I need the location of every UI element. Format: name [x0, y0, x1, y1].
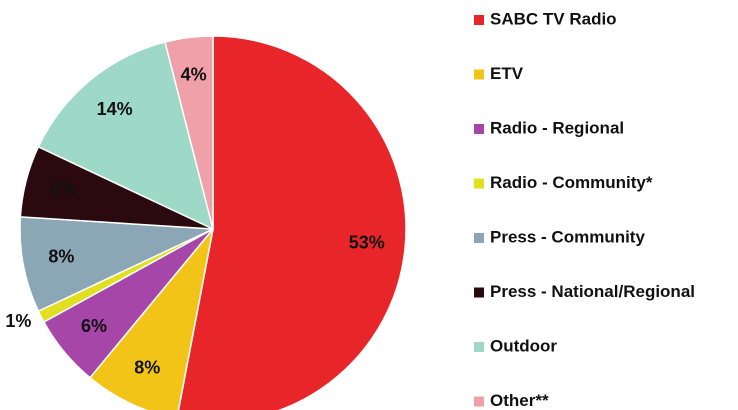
- pie-slice: [88, 228, 214, 410]
- data-label: 1%: [5, 311, 31, 331]
- data-label: 53%: [349, 232, 385, 252]
- legend-label: Radio - Regional: [490, 118, 624, 137]
- pie-slice: [164, 35, 214, 230]
- data-label: 4%: [181, 65, 207, 85]
- legend-swatch: [474, 287, 484, 298]
- data-label: 6%: [81, 316, 107, 336]
- legend-label: Press - Community: [490, 227, 645, 246]
- data-label: 6%: [50, 179, 76, 199]
- pie-slice: [19, 216, 214, 313]
- legend-label: Radio - Community*: [490, 173, 653, 192]
- legend-swatch: [474, 396, 484, 407]
- legend-label: Other**: [490, 391, 549, 410]
- legend-swatch: [474, 69, 484, 80]
- data-label: 8%: [134, 357, 160, 377]
- data-label: 8%: [48, 247, 74, 267]
- legend-swatch: [474, 15, 484, 25]
- legend-label: SABC TV Radio: [490, 9, 617, 28]
- legend-swatch: [474, 124, 484, 134]
- legend-swatch: [474, 233, 484, 243]
- legend-swatch: [474, 342, 484, 352]
- legend-label: Press - National/Regional: [490, 282, 695, 301]
- legend-label: ETV: [490, 64, 524, 83]
- legend-swatch: [474, 178, 484, 189]
- legend-label: Outdoor: [490, 336, 557, 355]
- pie-slice: [37, 41, 215, 231]
- data-label: 14%: [97, 99, 133, 119]
- pie-slice: [177, 35, 407, 410]
